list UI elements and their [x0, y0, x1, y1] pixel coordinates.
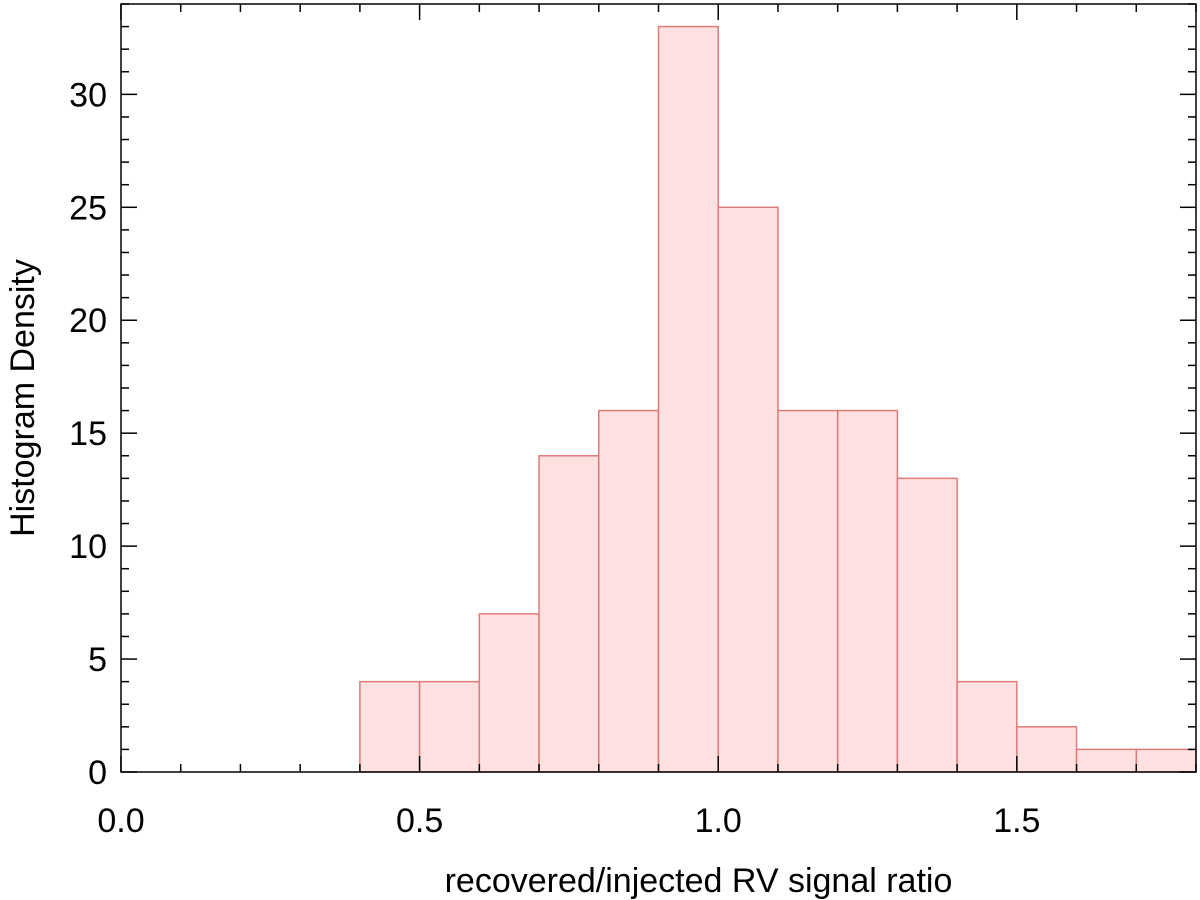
x-tick-label: 0.0 [97, 802, 144, 840]
histogram-bar-4 [598, 409, 660, 773]
y-tick-label: 10 [69, 528, 107, 566]
y-axis-label: Histogram Density [4, 259, 42, 537]
axis-tick-labels: 0.0 0.5 1.0 1.5 0 5 10 15 20 25 30 [69, 76, 1040, 840]
x-tick-label: 1.0 [695, 802, 742, 840]
histogram-bar-9 [896, 477, 958, 773]
histogram-bar-6 [717, 206, 779, 773]
histogram-bar-2 [478, 613, 540, 773]
histogram-bars [359, 25, 1197, 773]
y-tick-label: 15 [69, 415, 107, 453]
plot-frame [120, 3, 1197, 773]
x-tick-label: 1.5 [993, 802, 1040, 840]
histogram-bar-10 [956, 680, 1018, 773]
histogram-bar-7 [777, 409, 839, 773]
y-tick-label: 25 [69, 189, 107, 227]
histogram-bar-11 [1016, 726, 1078, 773]
x-tick-label: 0.5 [396, 802, 443, 840]
y-tick-label: 30 [69, 76, 107, 114]
histogram-bar-3 [538, 455, 600, 773]
histogram-bar-8 [836, 409, 899, 773]
histogram-bar-12 [1075, 748, 1138, 773]
histogram-bar-5 [657, 25, 719, 773]
x-axis-label: recovered/injected RV signal ratio [445, 862, 953, 900]
histogram-bar-1 [418, 680, 481, 773]
y-tick-label: 20 [69, 302, 107, 340]
histogram-bar-13 [1135, 748, 1197, 773]
y-tick-label: 0 [88, 754, 107, 792]
histogram-bar-0 [359, 680, 421, 773]
y-tick-label: 5 [88, 641, 107, 679]
